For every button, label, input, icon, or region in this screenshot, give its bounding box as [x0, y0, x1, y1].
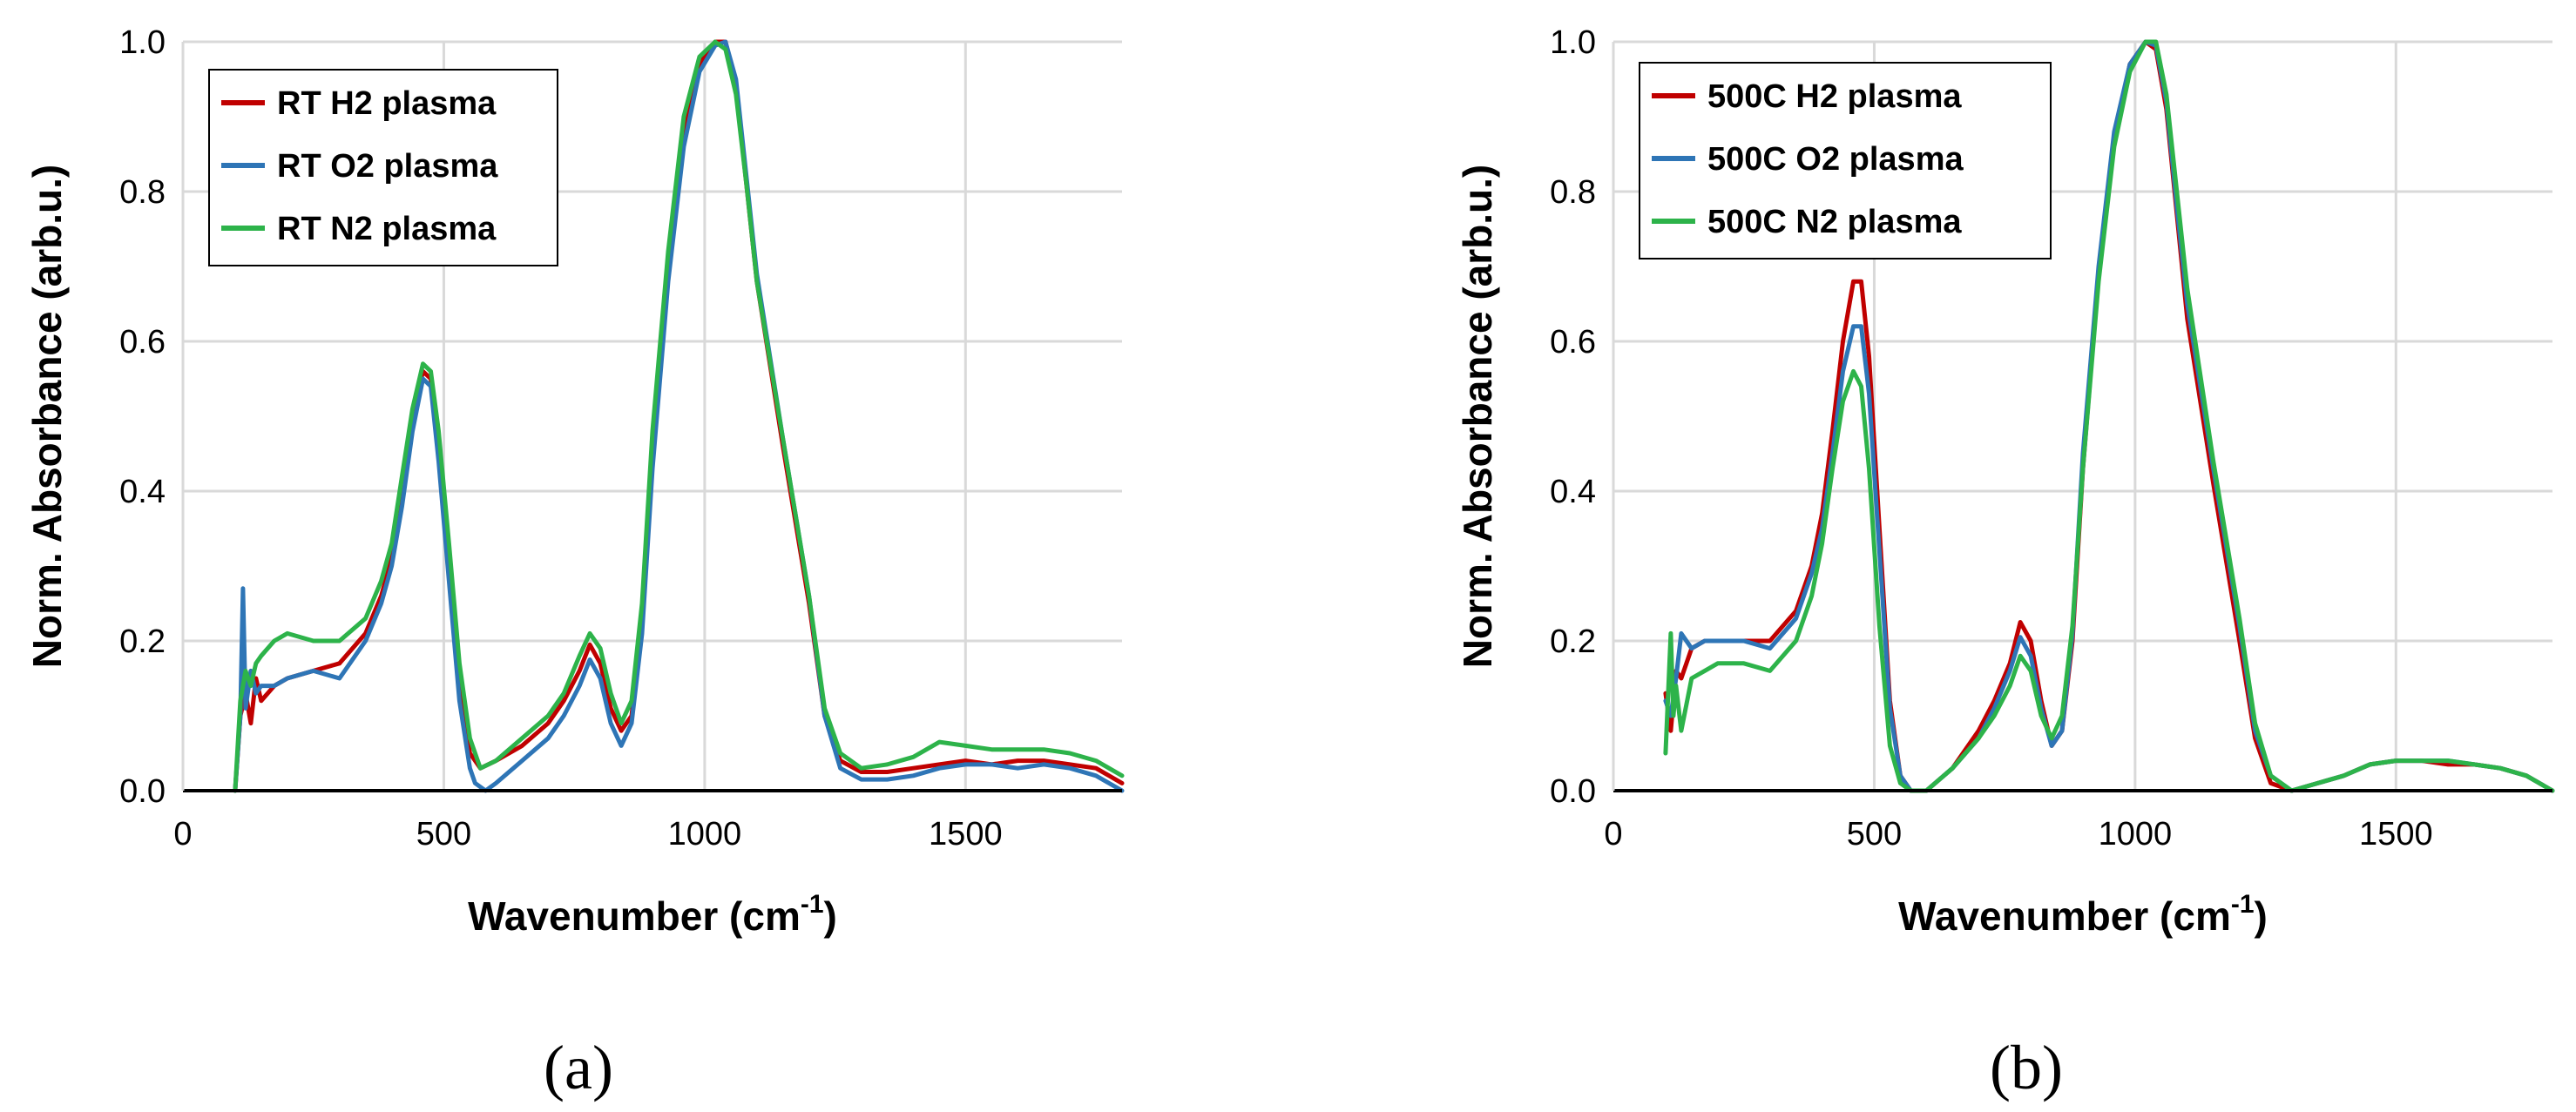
x-tick-label: 1000 — [668, 816, 742, 853]
legend-label: RT H2 plasma — [277, 85, 497, 122]
x-tick-label: 500 — [416, 816, 471, 853]
y-tick-label: 0.2 — [1550, 623, 1596, 660]
y-tick-label: 0.4 — [119, 474, 166, 510]
legend-box — [1639, 62, 2052, 259]
x-axis-title-superscript: -1 — [2231, 890, 2255, 919]
y-tick-label: 0.0 — [119, 773, 166, 810]
x-tick-label: 1500 — [929, 816, 1003, 853]
x-tick-label: 0 — [1604, 816, 1622, 853]
legend: RT H2 plasma RT O2 plasma RT N2 plasma — [208, 69, 558, 266]
panel-label: (b) — [1990, 1033, 2063, 1102]
panel-label: (a) — [544, 1033, 613, 1102]
legend-label: 500C O2 plasma — [1707, 141, 1964, 178]
x-tick-label: 0 — [173, 816, 192, 853]
legend-label: 500C N2 plasma — [1707, 204, 1962, 240]
x-axis-title: Wavenumber (cm-1) — [1898, 890, 2268, 939]
y-tick-label: 0.0 — [1550, 773, 1596, 810]
y-tick-label: 0.8 — [119, 174, 166, 211]
series-line-rt-n2-plasma — [233, 39, 1125, 793]
x-axis-title: Wavenumber (cm-1) — [468, 890, 837, 939]
x-axis-title-main: Wavenumber (cm — [468, 893, 801, 939]
legend-label: 500C H2 plasma — [1707, 78, 1962, 115]
y-axis-title: Norm. Absorbance (arb.u.) — [1455, 165, 1500, 668]
x-tick-label: 1000 — [2099, 816, 2173, 853]
x-axis-title-main: Wavenumber (cm — [1898, 893, 2231, 939]
chart-b: 0.0 0.2 0.4 0.6 0.8 1.0 0 500 1000 1500 Norm. Abso… — [1455, 24, 2555, 1102]
legend-label: RT O2 plasma — [277, 148, 498, 185]
legend-box — [208, 69, 558, 266]
x-tick-label: 1500 — [2359, 816, 2433, 853]
y-tick-label: 0.8 — [1550, 174, 1596, 211]
legend: 500C H2 plasma 500C O2 plasma 500C N2 plas… — [1639, 62, 2052, 259]
x-axis-title-tail: ) — [2255, 893, 2268, 939]
x-tick-label: 500 — [1847, 816, 1902, 853]
y-tick-label: 0.6 — [1550, 324, 1596, 361]
x-axis-title-tail: ) — [824, 893, 837, 939]
legend-label: RT N2 plasma — [277, 211, 497, 247]
y-axis-title: Norm. Absorbance (arb.u.) — [24, 165, 70, 668]
y-tick-label: 0.2 — [119, 623, 166, 660]
y-tick-label: 0.6 — [119, 324, 166, 361]
series-line-rt-o2-plasma — [233, 39, 1125, 793]
y-tick-label: 0.4 — [1550, 474, 1596, 510]
series-line-500c-n2-plasma — [1663, 39, 2555, 793]
x-axis-title-superscript: -1 — [801, 890, 824, 919]
chart-a: 0.0 0.2 0.4 0.6 0.8 1.0 0 500 1000 1500 Norm. Abso… — [24, 24, 1125, 1102]
y-tick-label: 1.0 — [1550, 24, 1596, 61]
series-line-rt-h2-plasma — [233, 39, 1125, 793]
y-tick-label: 1.0 — [119, 24, 166, 61]
